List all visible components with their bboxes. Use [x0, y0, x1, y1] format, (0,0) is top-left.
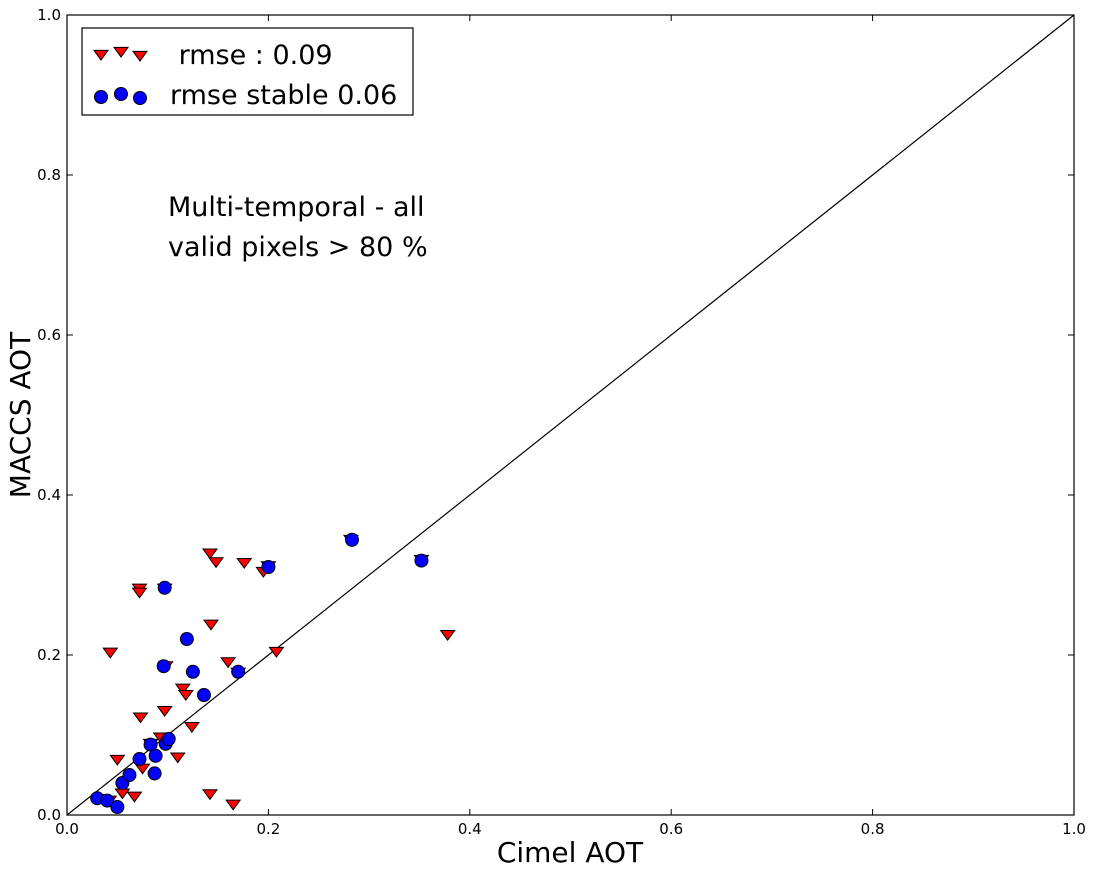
- data-point-rmse-stable: [231, 664, 246, 679]
- annotation-line-1: Multi-temporal - all: [168, 192, 425, 223]
- data-point-rmse-stable: [414, 553, 429, 568]
- legend-marker-triangle: [93, 49, 109, 61]
- legend-entry-rmse-stable: rmse stable 0.06: [170, 80, 397, 111]
- data-point-rmse: [202, 789, 218, 801]
- data-point-rmse: [177, 690, 194, 702]
- data-point-rmse-stable: [261, 560, 276, 574]
- legend-marker-circle: [133, 91, 147, 105]
- legend-markers: [93, 46, 148, 105]
- data-point-rmse-stable: [161, 732, 176, 746]
- y-tick-label: 0.0: [37, 806, 61, 824]
- x-tick-label: 1.0: [1062, 820, 1086, 838]
- x-axis-label: Cimel AOT: [497, 836, 644, 869]
- x-tick-label: 0.8: [861, 820, 885, 838]
- legend-marker-circle: [94, 90, 108, 104]
- y-tick-label: 0.6: [37, 326, 61, 344]
- data-point-rmse: [169, 752, 186, 764]
- ticks-layer: 0.0 0.2 0.4 0.6 0.8 1.0 0.0 0.2 0.4 0.6 0.8 1.0: [37, 6, 1086, 838]
- x-tick-label: 0.4: [458, 820, 482, 838]
- data-point-rmse: [220, 657, 237, 669]
- data-point-rmse-stable: [122, 768, 137, 782]
- y-tick-label: 1.0: [37, 6, 61, 24]
- data-point-rmse-stable: [344, 532, 359, 547]
- y-tick-label: 0.2: [37, 646, 61, 664]
- plot-frame: [66, 14, 1075, 816]
- y-tick-label: 0.8: [37, 166, 61, 184]
- annotation-line-2: valid pixels > 80 %: [168, 232, 428, 263]
- one-to-one-line: [66, 14, 1075, 816]
- data-point-rmse: [268, 646, 285, 658]
- x-tick-label: 0.2: [256, 820, 280, 838]
- data-point-rmse: [126, 791, 143, 803]
- data-point-rmse: [132, 712, 149, 724]
- y-tick-label: 0.4: [37, 486, 61, 504]
- data-point-rmse-stable: [185, 664, 200, 679]
- data-point-rmse: [208, 557, 225, 569]
- legend-entry-rmse: rmse : 0.09: [170, 40, 333, 71]
- y-axis-label: MACCS AOT: [4, 331, 37, 498]
- data-point-rmse-stable: [179, 632, 194, 646]
- legend-marker-triangle: [113, 46, 129, 58]
- data-point-rmse-stable: [110, 800, 125, 814]
- data-point-rmse: [439, 630, 456, 642]
- data-points-layer: [90, 532, 456, 814]
- data-point-rmse: [236, 558, 253, 570]
- data-point-rmse: [202, 548, 218, 560]
- data-point-rmse-stable: [100, 793, 115, 808]
- data-point-rmse: [109, 754, 126, 766]
- data-point-rmse: [225, 799, 242, 811]
- data-point-rmse-stable: [157, 580, 172, 595]
- data-point-rmse-stable: [196, 688, 211, 702]
- data-point-rmse-stable: [147, 766, 162, 781]
- data-point-rmse: [102, 647, 119, 659]
- data-point-rmse-stable: [132, 752, 147, 766]
- data-point-rmse: [183, 722, 200, 734]
- x-tick-label: 0.0: [55, 820, 79, 838]
- data-point-rmse-stable: [156, 659, 171, 674]
- legend-marker-triangle: [132, 50, 148, 62]
- legend-marker-circle: [114, 87, 128, 101]
- x-tick-label: 0.6: [659, 820, 683, 838]
- data-point-rmse: [203, 619, 219, 631]
- data-point-rmse-stable: [148, 748, 163, 763]
- data-point-rmse: [156, 706, 173, 718]
- data-point-rmse: [174, 683, 191, 695]
- reference-line-layer: [66, 14, 1075, 816]
- legend: rmse : 0.09 rmse stable 0.06: [81, 27, 414, 116]
- data-point-rmse: [131, 587, 148, 599]
